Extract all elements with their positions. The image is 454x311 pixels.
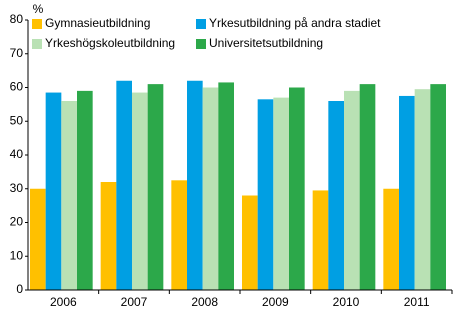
bar: [61, 101, 77, 290]
legend-label: Gymnasieutbildning: [45, 16, 150, 30]
bar: [257, 99, 274, 290]
x-tick-label: 2011: [404, 295, 430, 309]
bar: [242, 195, 258, 290]
bar: [312, 190, 329, 290]
bar: [171, 180, 187, 290]
bar: [147, 84, 164, 290]
legend-label: Yrkesutbildning på andra stadiet: [209, 16, 381, 30]
y-tick-label: 10: [10, 248, 24, 262]
y-axis-label: %: [33, 2, 44, 16]
y-tick-label: 30: [10, 181, 24, 195]
bar: [187, 80, 203, 290]
x-tick-label: 2010: [333, 295, 360, 309]
legend-label: Universitetsutbildning: [209, 36, 323, 50]
legend-swatch: [32, 19, 42, 29]
bar: [328, 101, 344, 290]
bar: [414, 89, 431, 290]
y-tick-label: 50: [10, 113, 24, 127]
bar: [132, 92, 148, 290]
y-tick-label: 60: [10, 80, 24, 94]
bar: [359, 84, 376, 290]
legend-swatch: [32, 39, 42, 49]
bar: [399, 95, 415, 290]
bar: [45, 92, 62, 290]
bar: [344, 90, 360, 290]
bar: [77, 90, 93, 290]
y-tick-label: 70: [10, 46, 24, 60]
x-tick-label: 2008: [191, 295, 218, 309]
bar: [218, 82, 234, 290]
x-tick-label: 2006: [50, 295, 77, 309]
bar: [202, 87, 219, 290]
bar: [116, 80, 132, 290]
bar: [289, 87, 305, 290]
bar: [100, 182, 117, 290]
legend-swatch: [196, 19, 206, 29]
legend-swatch: [196, 39, 206, 49]
y-tick-label: 40: [10, 147, 24, 161]
y-tick-label: 80: [10, 12, 24, 26]
bar: [383, 188, 399, 290]
bar: [30, 188, 46, 290]
bar: [430, 84, 446, 290]
legend-label: Yrkeshögskoleutbildning: [45, 36, 175, 50]
y-tick-label: 20: [10, 215, 24, 229]
x-tick-label: 2007: [121, 295, 148, 309]
x-tick-label: 2009: [262, 295, 289, 309]
bar: [273, 97, 289, 290]
y-tick-label: 0: [16, 282, 23, 296]
